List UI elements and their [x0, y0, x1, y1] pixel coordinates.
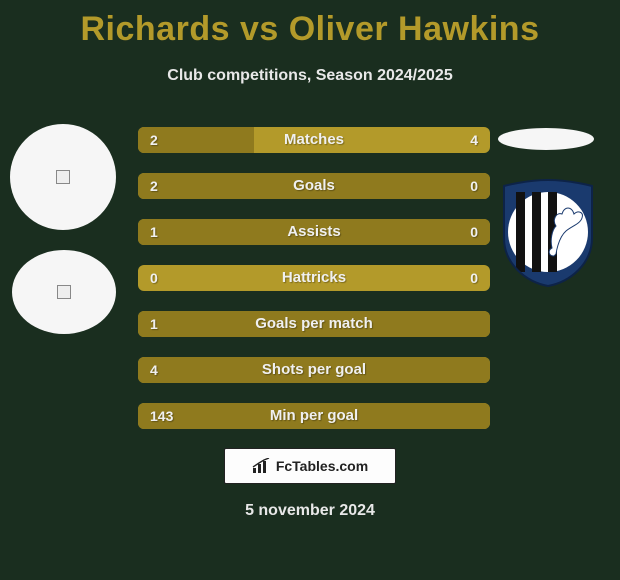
player1-club-badge [12, 250, 116, 334]
subtitle: Club competitions, Season 2024/2025 [0, 67, 620, 85]
stat-bar: 143Min per goal [138, 403, 490, 429]
player1-avatar [10, 124, 116, 230]
stat-label: Hattricks [138, 265, 490, 291]
stat-bar: 4Shots per goal [138, 357, 490, 383]
stat-bar: 0Hattricks0 [138, 265, 490, 291]
stat-bar: 2Matches4 [138, 127, 490, 153]
stat-right-value: 0 [470, 219, 478, 245]
stat-label: Goals per match [138, 311, 490, 337]
stat-right-value: 0 [470, 173, 478, 199]
stat-label: Assists [138, 219, 490, 245]
stat-label: Matches [138, 127, 490, 153]
stat-bar: 1Assists0 [138, 219, 490, 245]
fctables-logo: FcTables.com [224, 448, 396, 484]
stat-label: Goals [138, 173, 490, 199]
logo-text: FcTables.com [276, 458, 368, 474]
stat-right-value: 0 [470, 265, 478, 291]
comparison-bars: 2Matches42Goals01Assists00Hattricks01Goa… [138, 127, 490, 449]
right-badges [498, 128, 598, 288]
player2-club-badge [498, 176, 598, 288]
left-avatars [10, 124, 116, 334]
chart-icon [252, 458, 272, 474]
placeholder-icon [56, 170, 70, 184]
stat-label: Shots per goal [138, 357, 490, 383]
stat-bar: 2Goals0 [138, 173, 490, 199]
player2-avatar [498, 128, 594, 150]
page-title: Richards vs Oliver Hawkins [0, 0, 620, 49]
stat-right-value: 4 [470, 127, 478, 153]
placeholder-icon [57, 285, 71, 299]
date-text: 5 november 2024 [0, 502, 620, 520]
stat-label: Min per goal [138, 403, 490, 429]
stat-bar: 1Goals per match [138, 311, 490, 337]
